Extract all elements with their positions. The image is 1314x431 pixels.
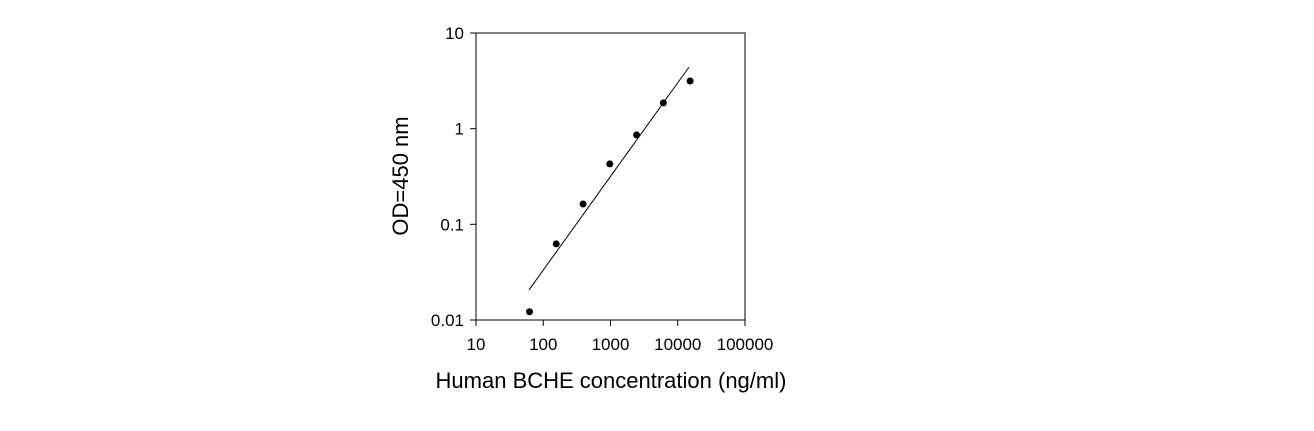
x-tick-label: 100000 xyxy=(717,335,774,354)
data-point xyxy=(606,160,614,168)
data-point xyxy=(526,308,534,316)
data-point xyxy=(579,200,587,208)
x-axis-label: Human BCHE concentration (ng/ml) xyxy=(436,368,787,393)
y-tick-label: 0.1 xyxy=(440,215,464,234)
x-tick-label: 10 xyxy=(467,335,486,354)
data-point xyxy=(686,77,694,85)
y-axis-label: OD=450 nm xyxy=(388,116,413,235)
y-tick-label: 1 xyxy=(455,120,464,139)
y-tick-label: 0.01 xyxy=(431,311,464,330)
x-tick-label: 10000 xyxy=(654,335,701,354)
y-tick-label: 10 xyxy=(445,24,464,43)
data-point xyxy=(659,99,667,107)
data-point xyxy=(552,240,560,248)
x-tick-label: 100 xyxy=(529,335,557,354)
data-point xyxy=(633,131,641,139)
x-tick-label: 1000 xyxy=(592,335,630,354)
